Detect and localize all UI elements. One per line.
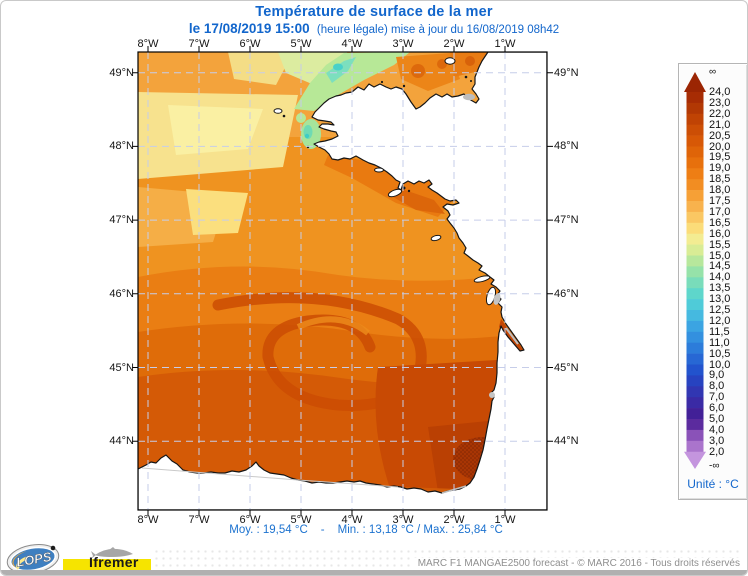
scale-infinity-top: ∞ xyxy=(709,66,717,78)
scale-tick-label: 21,0 xyxy=(709,118,731,131)
copyright-text: MARC F1 MANGAE2500 forecast - © MARC 201… xyxy=(413,558,740,569)
lat-label-right: 48°N xyxy=(554,140,579,153)
scale-tick-label: 9,0 xyxy=(709,369,725,382)
lat-label-left: 46°N xyxy=(109,287,134,300)
scale-tick-label: 17,5 xyxy=(709,195,731,207)
scale-tick-label: 12,5 xyxy=(709,304,731,316)
scale-tick-label: 15,5 xyxy=(709,238,731,251)
scale-tick-label: 23,0 xyxy=(709,96,731,109)
scale-tick-label: 5,0 xyxy=(709,413,725,425)
scale-tick-label: 8,0 xyxy=(709,380,725,393)
scale-tick-label: 24,0 xyxy=(709,86,731,98)
subtitle-datetime: le 17/08/2019 15:00 xyxy=(188,21,310,36)
page-subtitle: le 17/08/2019 15:00 (heure légale) mise … xyxy=(1,21,747,36)
colorbar xyxy=(684,72,706,469)
scale-tick-label: 20,5 xyxy=(709,129,731,142)
scale-tick-label: 6,0 xyxy=(709,402,725,415)
scale-tick-label: 14,0 xyxy=(709,271,731,284)
scale-tick-label: 2,0 xyxy=(709,445,725,458)
lon-label-top: 6°W xyxy=(239,38,261,50)
lon-label-top: 8°W xyxy=(137,38,159,50)
ifremer-yellow-band xyxy=(63,559,151,570)
lat-label-right: 45°N xyxy=(554,361,579,374)
lon-label-top: 3°W xyxy=(392,38,414,50)
subtitle-update-info: (heure légale) mise à jour du 16/08/2019… xyxy=(316,24,560,36)
lat-label-right: 44°N xyxy=(554,435,579,448)
lon-label-top: 5°W xyxy=(290,38,312,50)
lon-label-bottom: 7°W xyxy=(188,514,210,526)
scale-tick-label: 4,0 xyxy=(709,423,725,436)
statistics-line: Moy. : 19,54 °C - Min. : 13,18 °C / Max. :… xyxy=(151,524,581,536)
sst-map-graphic xyxy=(132,46,553,516)
lon-label-bottom: 8°W xyxy=(137,514,159,526)
map-area: 8°W 8°W 7°W 7°W 6°W 6°W 5°W 5°W 4°W 4°W 3°W 3°W 2°W 2… xyxy=(98,37,584,538)
lat-label-left: 45°N xyxy=(109,361,134,374)
lon-label-bottom: 3°W xyxy=(392,514,414,526)
scale-tick-label: 13,5 xyxy=(709,282,731,295)
scale-tick-label: 20,0 xyxy=(709,140,731,153)
scale-tick-label: 18,5 xyxy=(709,173,731,186)
scale-tick-label: 10,5 xyxy=(709,347,731,360)
scale-tick-label: 16,0 xyxy=(709,227,731,240)
lon-label-bottom: 2°W xyxy=(443,514,465,526)
lon-label-top: 7°W xyxy=(188,38,210,50)
scale-tick-label: 18,0 xyxy=(709,184,731,197)
scale-tick-label: 19,0 xyxy=(709,162,731,175)
lops-logo-dot xyxy=(50,545,56,551)
lon-label-bottom: 5°W xyxy=(290,514,312,526)
scale-tick-label: 19,5 xyxy=(709,151,731,164)
scale-tick-label: 3,0 xyxy=(709,434,725,447)
scale-tick-label: 17,0 xyxy=(709,205,731,218)
ifremer-logo-text: Ifremer xyxy=(89,554,139,570)
lat-label-left: 44°N xyxy=(109,435,134,448)
scale-tick-label: 15,0 xyxy=(709,249,731,262)
land-coastline xyxy=(138,52,547,510)
lops-logo[interactable]: LOPS xyxy=(4,543,62,575)
scale-tick-label: 13,0 xyxy=(709,293,731,306)
lat-label-right: 47°N xyxy=(554,214,579,227)
lon-label-top: 2°W xyxy=(443,38,465,50)
lat-label-left: 47°N xyxy=(109,214,134,227)
axis-ticks xyxy=(132,46,553,516)
lon-label-bottom: 1°W xyxy=(494,514,516,526)
lon-label-bottom: 4°W xyxy=(341,514,363,526)
scale-tick-label: 14,5 xyxy=(709,260,731,273)
bottom-gray-bar xyxy=(1,570,747,575)
stat-min-max: Min. : 13,18 °C / Max. : 25,84 °C xyxy=(337,524,503,536)
scale-tick-label: 11,0 xyxy=(709,336,730,349)
lops-logo-text: LOPS xyxy=(15,549,53,570)
scale-tick-label: 16,5 xyxy=(709,216,731,229)
stat-separator: - xyxy=(320,524,325,536)
stat-mean: Moy. : 19,54 °C xyxy=(229,524,308,536)
map-frame xyxy=(137,51,548,511)
page-title: Température de surface de la mer xyxy=(255,4,493,20)
temperature-scale-panel: Unité : °C ∞ 24,0 23,0 22,0 21,0 20,5 20,0 19,5… xyxy=(678,63,747,500)
scale-infinity-bottom: -∞ xyxy=(709,460,720,472)
scale-tick-label: 7,0 xyxy=(709,391,725,404)
lon-label-top: 1°W xyxy=(494,38,516,50)
ifremer-logo[interactable]: Ifremer xyxy=(63,545,151,574)
lat-label-right: 46°N xyxy=(554,287,579,300)
scale-unit-label: Unité : °C xyxy=(687,477,739,491)
ifremer-dolphin-icon xyxy=(91,547,133,559)
lat-label-left: 48°N xyxy=(109,140,134,153)
graticule-grid xyxy=(138,52,547,510)
scale-tick-label: 10,0 xyxy=(709,358,731,371)
scale-tick-label: 22,0 xyxy=(709,107,731,120)
lon-label-bottom: 6°W xyxy=(239,514,261,526)
scale-tick-label: 12,0 xyxy=(709,314,731,327)
lat-label-left: 49°N xyxy=(109,66,134,79)
scale-tick-label: 11,5 xyxy=(709,325,730,338)
lat-label-right: 49°N xyxy=(554,66,579,79)
lon-label-top: 4°W xyxy=(341,38,363,50)
